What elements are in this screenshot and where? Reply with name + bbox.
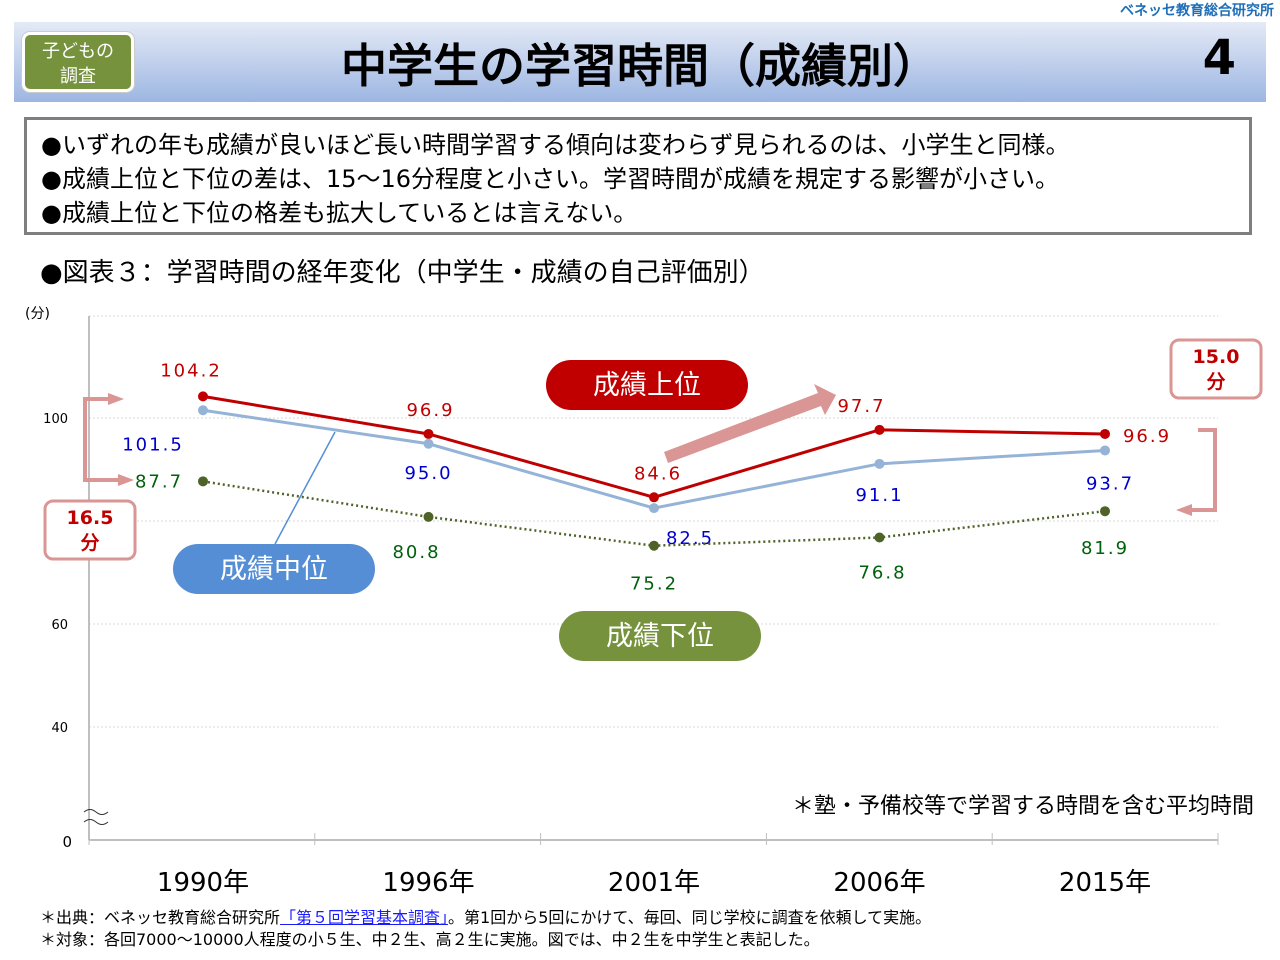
axis-break-icon	[83, 809, 109, 825]
summary-line: ●いずれの年も成績が良いほど長い時間学習する傾向は変わらず見られるのは、小学生と…	[41, 131, 1070, 159]
survey-badge: 子どもの 調査	[22, 32, 134, 92]
data-label: 104.2	[160, 360, 222, 381]
y-tick-label: 100	[43, 412, 68, 427]
legend-bottom-bg	[559, 611, 761, 661]
data-label: 81.9	[1081, 538, 1129, 559]
x-tick-label: 1990年	[157, 868, 249, 898]
source-prefix: ＊出典：ベネッセ教育総合研究所	[40, 908, 281, 927]
source-suffix: 。第1回から5回にかけて、毎回、同じ学校に調査を依頼して実施。	[448, 908, 932, 927]
data-point	[423, 428, 434, 439]
gap-1990-value: 16.5	[67, 507, 114, 529]
summary-line: ●成績上位と下位の差は、15～16分程度と小さい。学習時間が成績を規定する影響が…	[41, 165, 1060, 193]
data-point	[198, 476, 208, 487]
series-line-3	[202, 480, 1106, 547]
data-label: 84.6	[634, 463, 682, 484]
legend-leader-line	[274, 431, 336, 545]
figure-title: ●図表３：学習時間の経年変化（中学生・成績の自己評価別）	[40, 258, 765, 288]
y-tick-label: 0	[62, 833, 72, 851]
data-point	[874, 532, 885, 543]
data-label: 91.1	[855, 485, 903, 506]
y-tick-label: 40	[51, 721, 68, 736]
data-label: 87.7	[135, 471, 183, 492]
data-point	[874, 458, 885, 469]
gap-bracket-1990	[83, 397, 118, 482]
trend-arrow-icon	[664, 384, 836, 463]
data-label: 95.0	[404, 463, 452, 484]
badge-line2: 調査	[60, 66, 96, 87]
summary-box: ●いずれの年も成績が良いほど長い時間学習する傾向は変わらず見られるのは、小学生と…	[24, 117, 1252, 235]
legend-top-bg	[546, 360, 748, 410]
gap-1990-unit: 分	[80, 532, 99, 554]
title-banner	[14, 22, 1266, 102]
y-tick-label: 60	[51, 618, 68, 633]
brand-logo-text: ベネッセ教育総合研究所	[1120, 3, 1274, 19]
gap-bracket-2015	[1188, 428, 1217, 512]
data-label: 101.5	[122, 434, 184, 455]
data-point	[198, 391, 208, 402]
source-link[interactable]: 「第５回学習基本調査」	[280, 908, 449, 927]
x-tick-label: 2006年	[833, 868, 925, 898]
data-label: 80.8	[392, 542, 440, 563]
data-point	[649, 503, 659, 514]
data-label: 75.2	[630, 574, 678, 595]
chart-note: ＊塾・予備校等で学習する時間を含む平均時間	[792, 794, 1254, 819]
data-label: 93.7	[1086, 473, 1134, 494]
x-tick-label: 2015年	[1059, 868, 1151, 898]
gap-1990-box	[43, 499, 137, 561]
data-point	[874, 424, 885, 435]
badge-line1: 子どもの	[42, 41, 114, 62]
legend-top: 成績上位	[593, 370, 701, 401]
page-title: 中学生の学習時間（成績別）	[341, 39, 939, 93]
footer-target: ＊対象：各回7000～10000人程度の小５生、中２生、高２生に実施。図では、中…	[40, 930, 820, 949]
data-point	[423, 438, 434, 449]
gap-2015-value: 15.0	[1193, 346, 1240, 368]
page-number: 4	[1202, 30, 1236, 86]
data-point	[649, 492, 659, 503]
legend-middle-bg	[173, 544, 375, 594]
footer-source: ＊出典：ベネッセ教育総合研究所「第５回学習基本調査」。第1回から5回にかけて、毎…	[40, 904, 931, 928]
data-point	[1100, 445, 1110, 456]
data-label: 96.9	[406, 400, 454, 421]
gap-2015-unit: 分	[1206, 371, 1225, 393]
gap-2015-box	[1169, 338, 1263, 400]
legend-middle: 成績中位	[220, 554, 328, 585]
bracket-arrow-icon	[1176, 504, 1192, 516]
data-point	[1100, 506, 1110, 517]
legend-bottom: 成績下位	[606, 621, 714, 652]
data-label: 97.7	[837, 396, 885, 417]
bracket-arrow-icon	[108, 393, 134, 486]
data-label: 82.5	[666, 528, 714, 549]
data-label: 76.8	[858, 562, 906, 583]
data-point	[198, 405, 208, 416]
data-point	[649, 540, 659, 551]
x-tick-label: 1996年	[382, 868, 474, 898]
x-tick-label: 2001年	[608, 868, 700, 898]
y-axis-label: (分)	[25, 306, 50, 322]
data-label: 96.9	[1123, 426, 1171, 447]
summary-line: ●成績上位と下位の格差も拡大しているとは言えない。	[41, 199, 638, 227]
data-point	[1100, 428, 1110, 439]
data-point	[423, 511, 434, 522]
